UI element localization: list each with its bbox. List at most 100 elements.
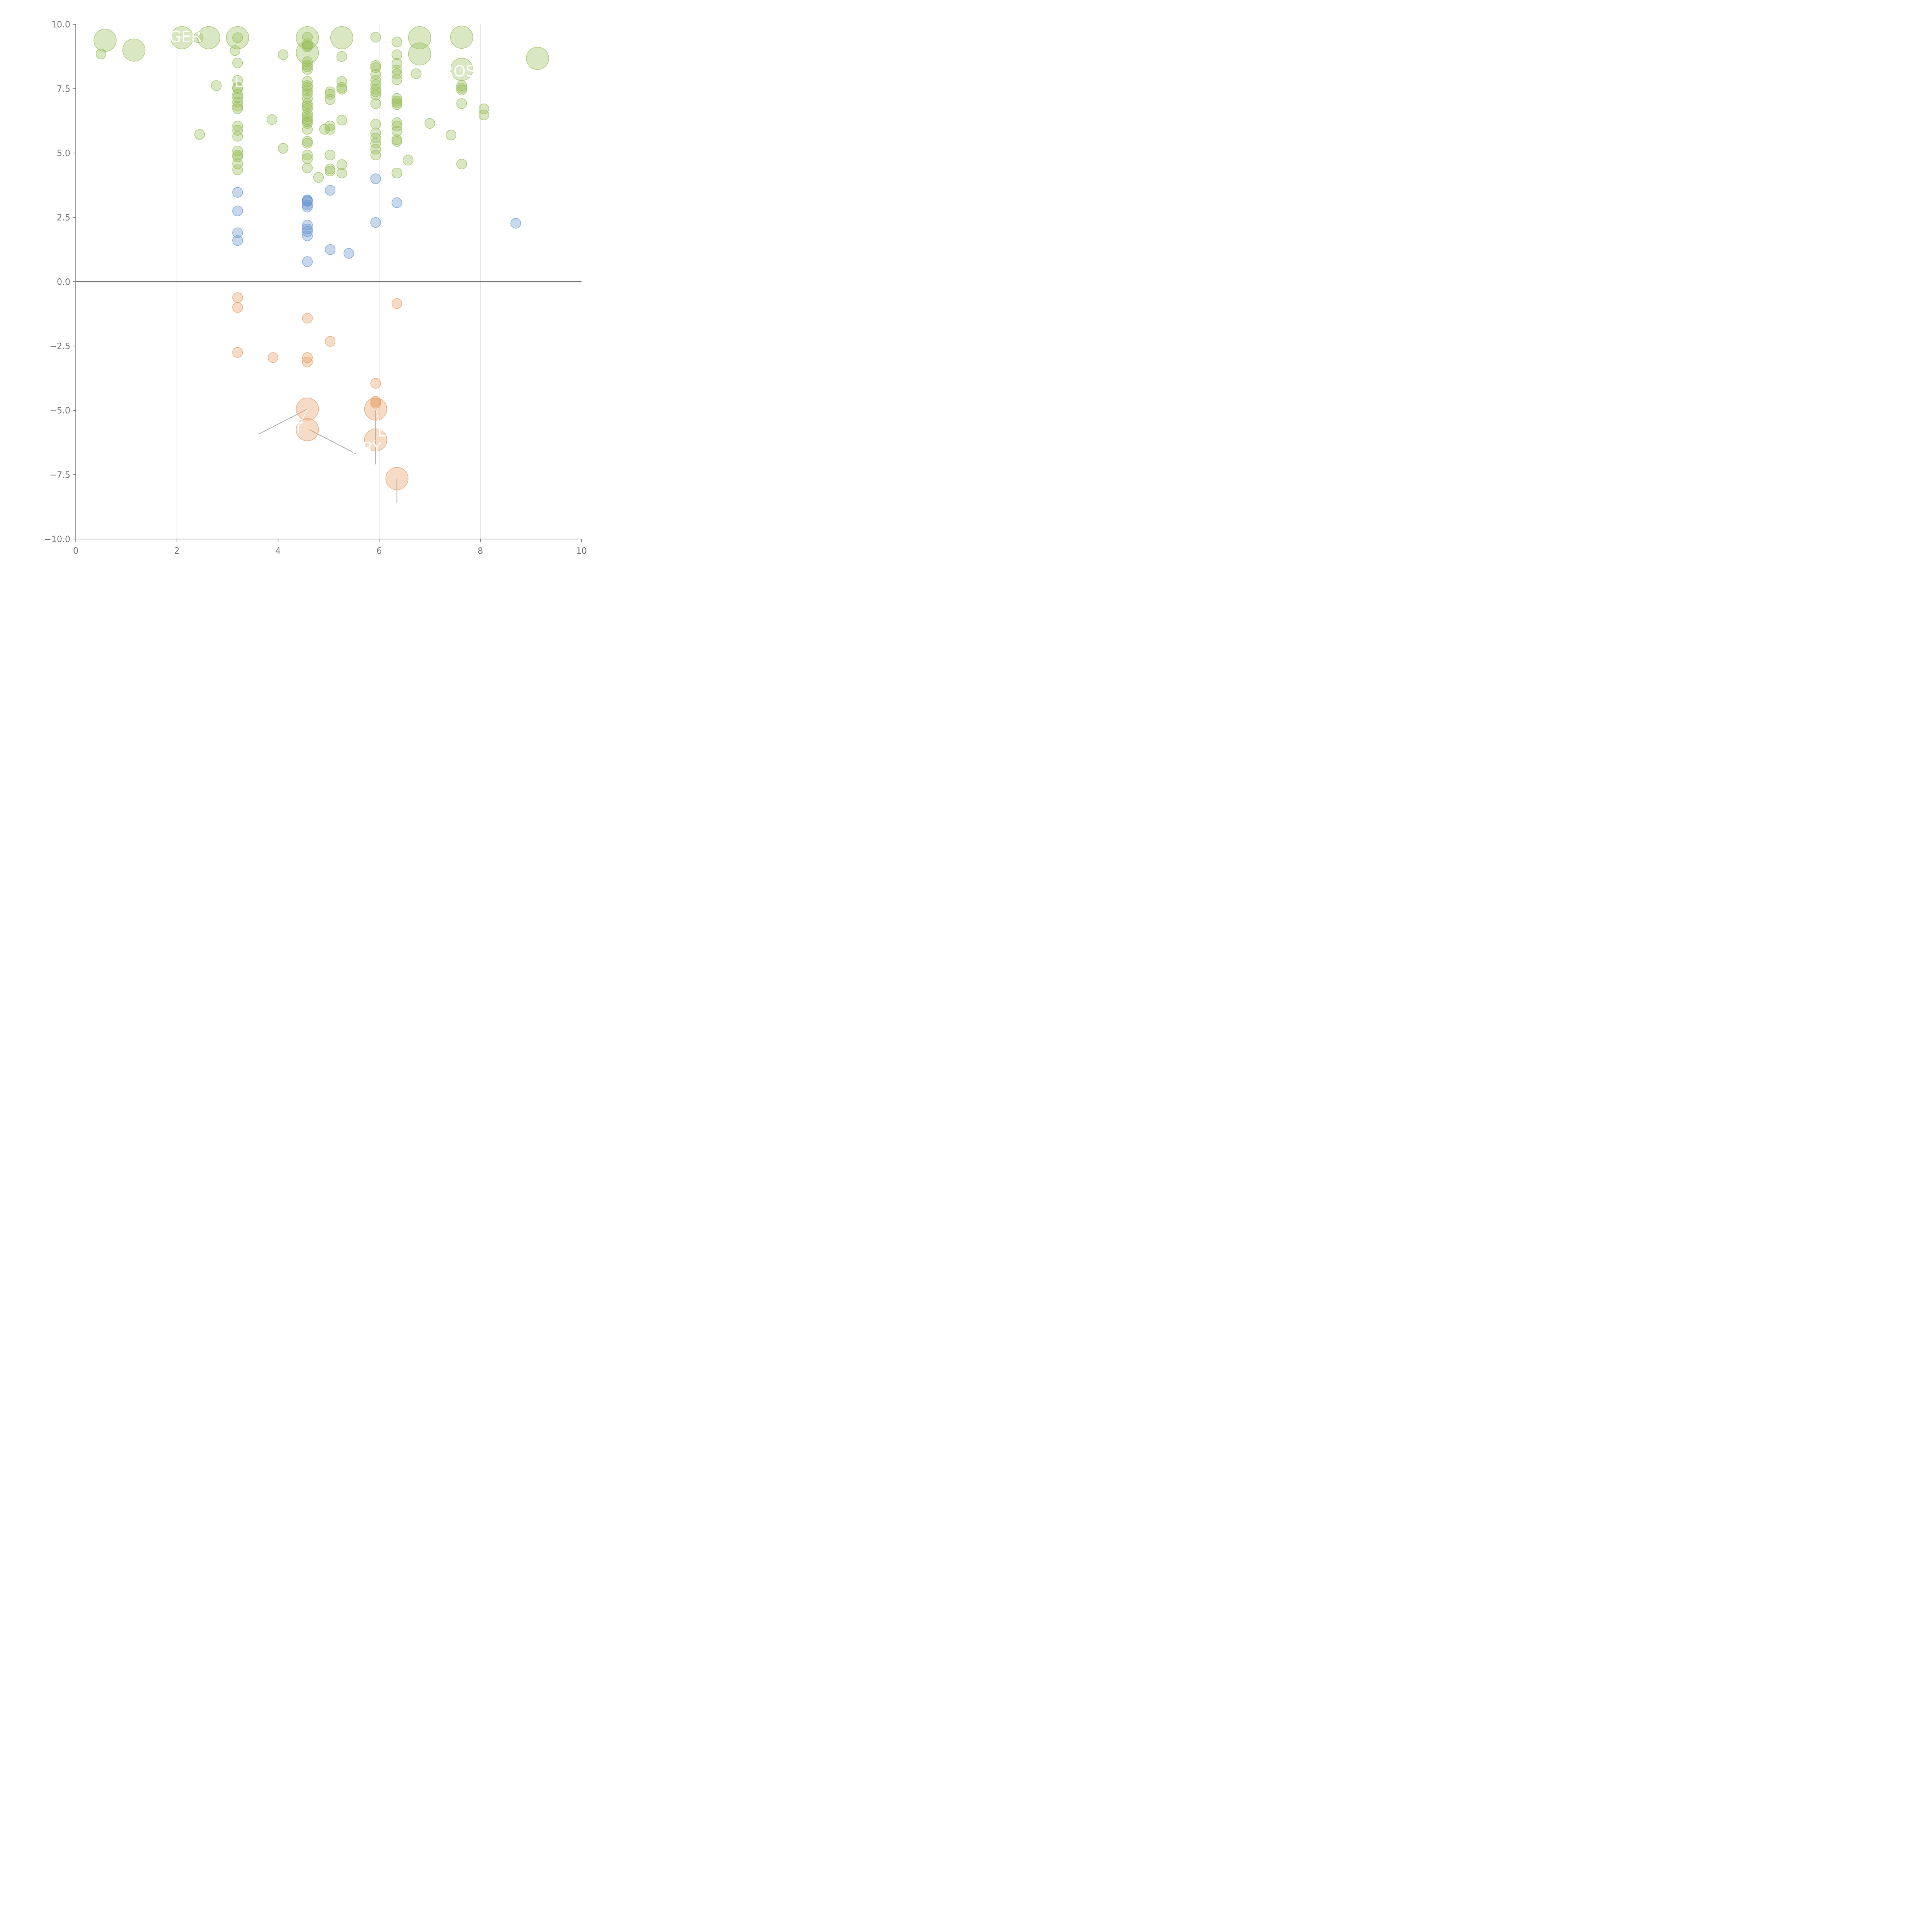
- data-point: [391, 93, 402, 104]
- data-point: [370, 75, 381, 86]
- y-tick-label: −7.5: [50, 471, 70, 480]
- data-point: [232, 187, 243, 198]
- data-point: [446, 129, 457, 141]
- data-point: [370, 150, 381, 161]
- label-leader-line: [375, 409, 382, 431]
- axes: 10.0 7.5 5.0 2.5 0.0 −2.5 −5.0 −7.5 −10.00 2 4 6 8 10: [44, 20, 587, 556]
- data-point: [232, 206, 243, 216]
- data-point: [232, 89, 243, 100]
- data-point: [450, 26, 473, 49]
- data-point: [232, 58, 243, 68]
- data-point: [232, 32, 243, 43]
- data-point: [232, 347, 243, 358]
- y-tick-label: 0.0: [57, 277, 70, 287]
- data-point: [194, 129, 205, 140]
- data-point: [232, 101, 243, 112]
- data-point: [456, 158, 467, 170]
- data-point: [325, 124, 336, 135]
- data-point: [302, 256, 313, 267]
- label-leader-line: [179, 36, 182, 38]
- data-point: [478, 109, 490, 121]
- data-point: [302, 61, 313, 72]
- leader-line: [309, 429, 357, 455]
- data-point: [232, 92, 243, 103]
- data-point: [232, 302, 243, 313]
- data-point: [336, 168, 347, 179]
- data-point: [277, 143, 289, 154]
- data-point: [370, 173, 381, 184]
- data-point: [232, 131, 243, 142]
- data-point: [94, 29, 117, 52]
- data-point: [510, 218, 521, 229]
- y-tick-label: 2.5: [57, 213, 70, 223]
- data-point: [370, 378, 381, 389]
- y-tick-label: −2.5: [50, 342, 70, 352]
- data-point: [319, 124, 330, 135]
- data-point: [232, 292, 243, 303]
- y-tick-label: −5.0: [50, 406, 70, 416]
- data-point: [302, 118, 313, 129]
- data-point: [193, 32, 204, 43]
- data-point: [336, 76, 347, 87]
- data-point: [325, 94, 336, 105]
- data-point: [302, 150, 313, 161]
- data-point: [302, 76, 313, 87]
- data-point: [391, 65, 402, 76]
- point-label: ROS: [443, 63, 476, 80]
- data-point: [302, 202, 313, 213]
- data-point: [302, 313, 313, 324]
- data-point: [330, 26, 354, 49]
- data-point: [391, 68, 402, 79]
- y-tick-label: 7.5: [57, 85, 70, 94]
- data-point: [302, 230, 313, 242]
- x-tick-label: 6: [376, 546, 382, 556]
- data-point: [336, 84, 347, 95]
- data-point: [302, 82, 313, 93]
- data-point: [526, 47, 549, 70]
- data-point: [302, 85, 313, 96]
- data-point: [226, 26, 249, 49]
- data-point: [336, 51, 347, 62]
- data-point: [391, 49, 402, 60]
- data-point: [456, 80, 467, 91]
- data-point: [370, 84, 381, 95]
- point-label: L: [378, 422, 386, 440]
- data-point: [478, 103, 490, 114]
- data-points: [94, 26, 549, 490]
- data-point: [344, 248, 354, 259]
- data-point: [325, 165, 336, 177]
- data-point: [302, 153, 313, 164]
- y-tick-label: 5.0: [57, 149, 70, 158]
- point-label: T: [293, 419, 303, 437]
- data-point: [267, 352, 279, 363]
- data-point: [325, 86, 336, 97]
- leader-line: [259, 408, 308, 435]
- data-point: [391, 74, 402, 85]
- data-point: [302, 219, 313, 231]
- data-point: [391, 117, 402, 128]
- data-point: [336, 115, 347, 126]
- data-point: [95, 48, 107, 60]
- data-point: [408, 42, 431, 66]
- label-leader-line: [459, 69, 462, 71]
- data-point: [370, 98, 381, 109]
- data-point: [456, 98, 467, 109]
- data-point: [232, 158, 243, 169]
- x-tick-label: 0: [73, 546, 78, 556]
- data-point: [325, 244, 336, 255]
- data-point: [302, 352, 313, 363]
- point-label: L: [234, 73, 243, 91]
- data-point: [211, 80, 222, 91]
- data-point: [391, 36, 402, 48]
- data-point: [370, 217, 381, 228]
- data-point: [370, 138, 381, 149]
- data-point: [122, 38, 146, 62]
- data-point: [325, 336, 336, 347]
- data-point: [302, 226, 313, 237]
- data-point: [424, 118, 435, 129]
- data-point: [302, 109, 313, 119]
- data-point: [370, 119, 381, 130]
- data-point: [391, 136, 402, 147]
- data-point: [370, 144, 381, 155]
- data-point: [370, 90, 381, 100]
